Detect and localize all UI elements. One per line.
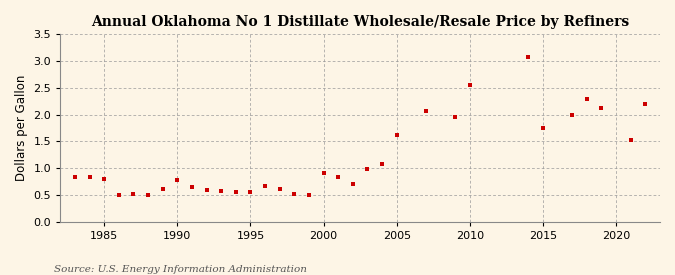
Point	[172, 178, 183, 183]
Point	[216, 188, 227, 193]
Point	[186, 185, 197, 190]
Title: Annual Oklahoma No 1 Distillate Wholesale/Resale Price by Refiners: Annual Oklahoma No 1 Distillate Wholesal…	[91, 15, 629, 29]
Point	[84, 175, 95, 180]
Point	[625, 138, 636, 142]
Point	[640, 102, 651, 106]
Point	[596, 106, 607, 111]
Point	[333, 175, 344, 179]
Y-axis label: Dollars per Gallon: Dollars per Gallon	[15, 75, 28, 181]
Point	[318, 171, 329, 175]
Point	[304, 193, 315, 197]
Point	[274, 186, 285, 191]
Point	[348, 182, 358, 186]
Point	[99, 177, 109, 182]
Point	[113, 193, 124, 198]
Text: Source: U.S. Energy Information Administration: Source: U.S. Energy Information Administ…	[54, 265, 307, 274]
Point	[362, 167, 373, 171]
Point	[450, 115, 460, 120]
Point	[581, 96, 592, 101]
Point	[464, 82, 475, 87]
Point	[230, 189, 241, 194]
Point	[157, 186, 168, 191]
Point	[70, 175, 80, 179]
Point	[201, 187, 212, 192]
Point	[537, 126, 548, 130]
Point	[421, 109, 431, 113]
Point	[128, 192, 139, 196]
Point	[567, 112, 578, 117]
Point	[392, 133, 402, 137]
Point	[377, 162, 387, 167]
Point	[142, 193, 153, 197]
Point	[289, 192, 300, 197]
Point	[523, 55, 534, 60]
Point	[260, 184, 271, 188]
Point	[245, 189, 256, 194]
